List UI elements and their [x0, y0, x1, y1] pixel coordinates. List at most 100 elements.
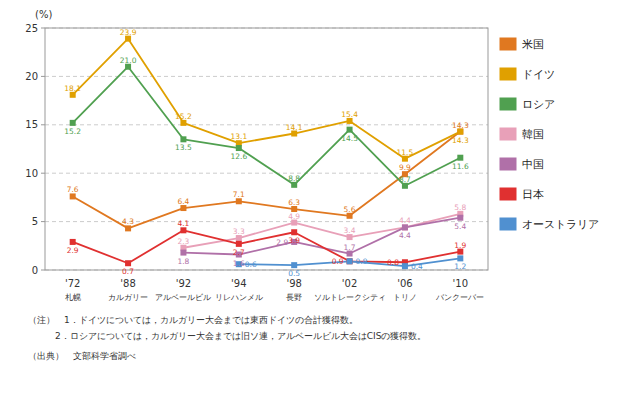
- x-tick-label-line: '10: [453, 278, 468, 289]
- grid-line: [45, 124, 488, 125]
- legend-swatch: [500, 128, 516, 140]
- y-tick-label: 0: [32, 265, 38, 276]
- data-label: 1.2: [454, 262, 466, 271]
- x-tick-label: '88 カルガリー: [108, 278, 148, 302]
- data-label: 7.6: [67, 185, 79, 194]
- legend-label: 日本: [522, 188, 544, 201]
- legend-swatch: [500, 158, 516, 170]
- plot-frame: [45, 28, 488, 270]
- marker: [70, 120, 76, 126]
- marker: [180, 136, 186, 142]
- series-line: [73, 67, 461, 186]
- annotation: （注） 1．ドイツについては，カルガリー大会までは東西ドイツの合計獲得数。: [28, 315, 358, 325]
- data-label: 2.7: [233, 248, 245, 257]
- y-tick: [41, 124, 45, 125]
- x-tick-label: '06トリノ: [393, 278, 417, 302]
- data-label: 5.4: [454, 222, 466, 231]
- data-label: 4.1: [177, 219, 189, 228]
- y-tick: [41, 221, 45, 222]
- y-tick-label: 10: [25, 168, 38, 179]
- data-label: 14.1: [286, 123, 303, 132]
- plot-background: [45, 28, 488, 270]
- x-tick-label-line: アルベールビル: [155, 293, 211, 302]
- y-tick: [41, 173, 45, 174]
- marker: [347, 258, 353, 264]
- grid-line: [45, 221, 488, 222]
- data-label: 3.9: [288, 236, 300, 245]
- y-tick-label: 25: [25, 23, 38, 34]
- x-tick-label-line: '72: [65, 278, 80, 289]
- data-label: 3.3: [233, 227, 245, 236]
- series-line: [73, 132, 461, 229]
- grid-line: [45, 173, 488, 174]
- data-label: 14.3: [452, 121, 469, 130]
- series-line: [239, 258, 461, 266]
- data-label: 15.4: [341, 110, 358, 119]
- x-tick-label: '72札幌: [65, 278, 81, 302]
- data-label: 2.9: [276, 238, 288, 247]
- data-label: 8.7: [399, 175, 411, 184]
- x-tick-label: '98 長野: [286, 278, 302, 302]
- data-label: 15.2: [64, 127, 81, 136]
- series-line: [183, 214, 460, 248]
- data-label: 14.5: [341, 134, 358, 143]
- data-label: 0.6: [245, 260, 257, 269]
- annotation: （出典） 文部科学省調べ: [28, 351, 136, 361]
- data-label: 0.9: [356, 257, 368, 266]
- x-tick-label-line: 長野: [286, 293, 302, 302]
- series-group: [70, 36, 464, 269]
- data-label: 2.3: [177, 237, 189, 246]
- x-tick-label-line: '92: [176, 278, 191, 289]
- data-label: 23.9: [120, 28, 137, 37]
- marker: [236, 241, 242, 247]
- data-label: 13.5: [175, 143, 192, 152]
- legend-swatch: [500, 218, 516, 230]
- marker: [125, 260, 131, 266]
- data-label: 4.4: [399, 216, 411, 225]
- data-label: 5.8: [454, 203, 466, 212]
- marker: [457, 215, 463, 221]
- x-tick-label-line: '88: [120, 278, 135, 289]
- marker: [347, 258, 353, 264]
- data-label: 9.9: [399, 163, 411, 172]
- data-label: 14.3: [452, 136, 469, 145]
- legend-label: 米国: [522, 38, 544, 51]
- data-label: 4.3: [122, 217, 134, 226]
- x-tick-label-line: '02: [342, 278, 357, 289]
- legend-label: オーストラリア: [522, 218, 599, 231]
- legend-swatch: [500, 38, 516, 50]
- marker: [291, 229, 297, 235]
- y-tick-label: 20: [25, 71, 38, 82]
- y-tick: [41, 76, 45, 77]
- y-tick: [41, 28, 45, 29]
- data-label: 13.1: [230, 132, 247, 141]
- data-label: 8.8: [288, 174, 300, 183]
- marker: [402, 263, 408, 269]
- legend-label: ドイツ: [522, 68, 555, 81]
- data-label: 7.1: [233, 190, 245, 199]
- marker: [457, 155, 463, 161]
- y-tick-label: 15: [25, 119, 38, 130]
- x-tick-label-line: カルガリー: [108, 293, 148, 302]
- marker: [70, 239, 76, 245]
- x-tick-label: '92 アルベールビル: [155, 278, 211, 302]
- x-tick-label-line: トリノ: [393, 293, 417, 302]
- y-tick: [41, 270, 45, 271]
- legend-label: 韓国: [522, 128, 544, 141]
- x-tick-label: '10バンクーバー: [435, 278, 484, 302]
- data-label: 0.9: [332, 257, 344, 266]
- y-axis-label: (%): [35, 9, 52, 20]
- data-label: 21.0: [120, 56, 137, 65]
- legend-label: 中国: [522, 158, 544, 171]
- data-label: 11.5: [397, 148, 414, 157]
- data-label: 0.4: [411, 262, 423, 271]
- annotation: 2．ロシアについては，カルガリー大会までは旧ソ連，アルベールビル大会はCISの獲…: [28, 331, 426, 341]
- data-label: 0.7: [122, 267, 134, 276]
- legend-label: ロシア: [522, 98, 555, 111]
- x-tick-label-line: '94: [231, 278, 246, 289]
- series-line: [73, 230, 461, 263]
- data-label: 1.8: [177, 257, 189, 266]
- x-tick-label-line: '98: [286, 278, 301, 289]
- x-tick-label-line: ソルトレークシティ: [314, 293, 386, 302]
- chart: 0510152025(%)'72札幌'88カルガリー'92アルベールビル'94リ…: [0, 0, 625, 407]
